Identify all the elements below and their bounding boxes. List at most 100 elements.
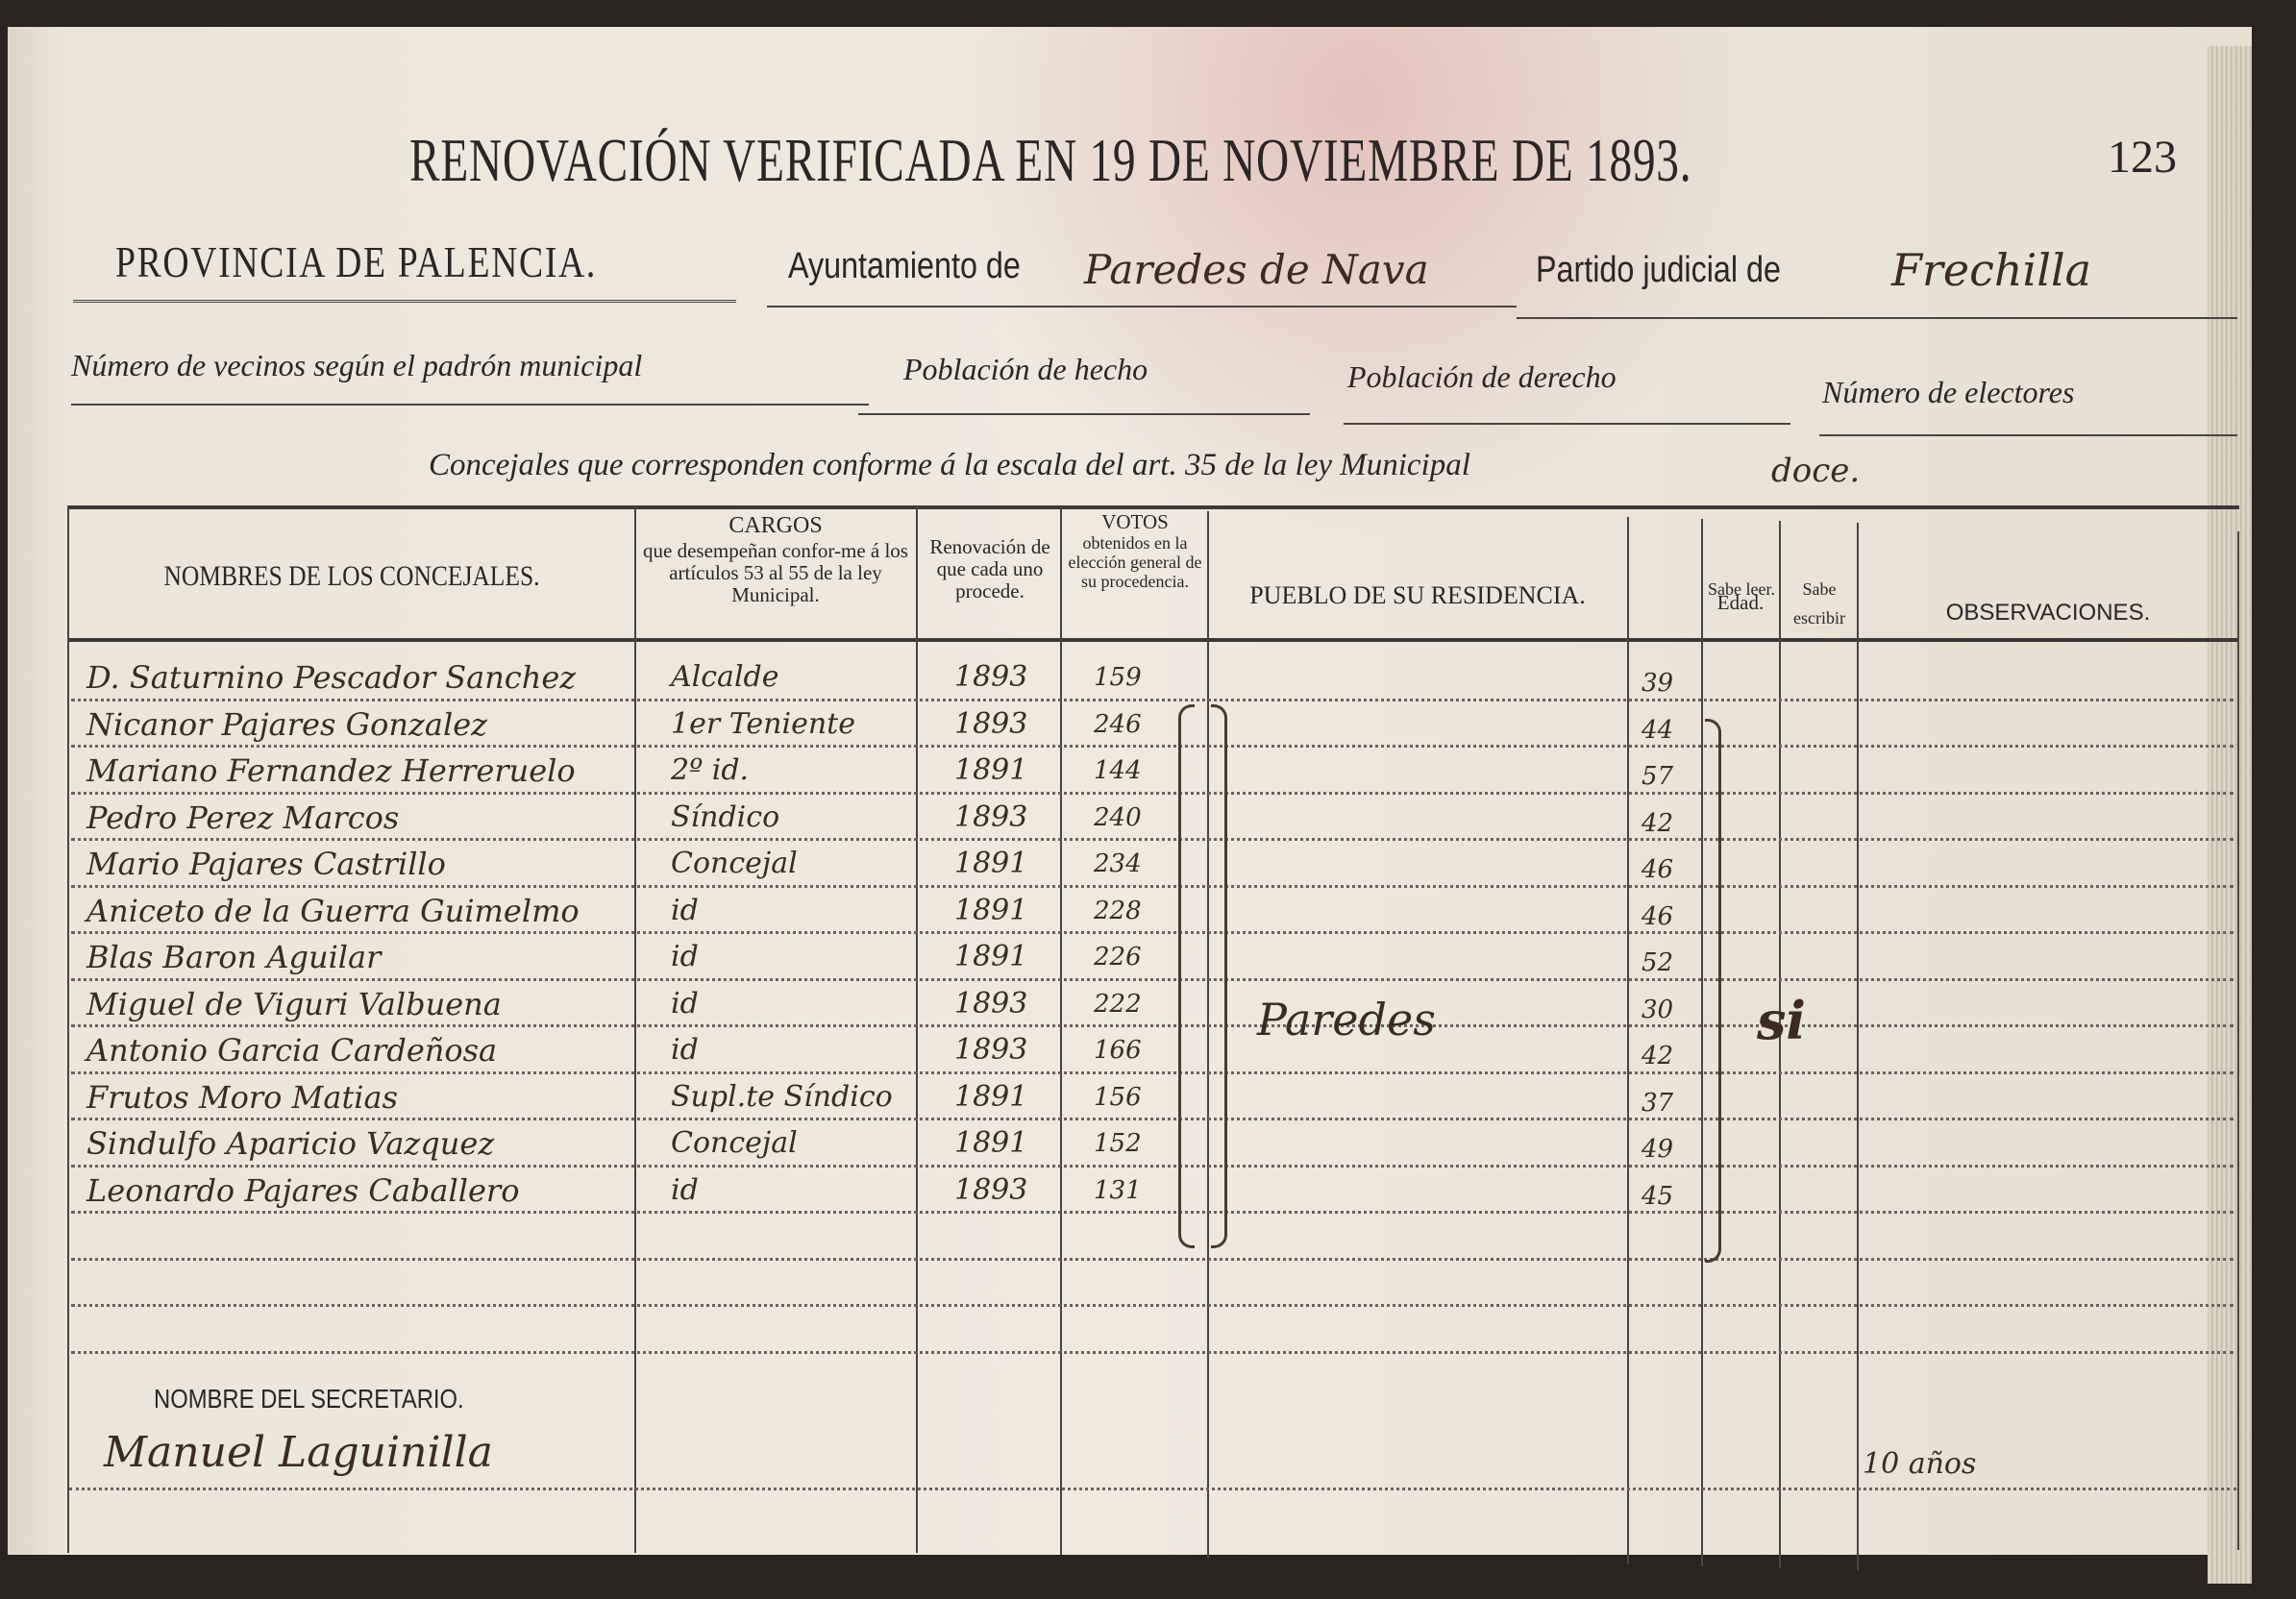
brace-votos [1178, 704, 1195, 1248]
observacion-secretario: 10 años [1863, 1447, 1977, 1481]
row-votos: 159 [1094, 663, 1142, 692]
row-nombre: Mario Pajares Castrillo [86, 846, 446, 882]
row-dotted-line [71, 1211, 2234, 1214]
row-dotted-line [71, 745, 2234, 748]
document-title: RENOVACIÓN VERIFICADA EN 19 DE NOVIEMBRE… [409, 126, 1692, 194]
row-edad: 44 [1642, 715, 1674, 745]
electores-label: Número de electores [1822, 375, 2075, 409]
row-renovacion: 1891 [954, 893, 1028, 927]
row-renovacion: 1893 [954, 986, 1028, 1021]
row-dotted-line [71, 977, 2234, 981]
row-nombre: Nicanor Pajares Gonzalez [86, 705, 487, 743]
brace-pueblo [1211, 704, 1227, 1248]
row-nombre: Leonardo Pajares Caballero [86, 1171, 520, 1209]
hecho-label: Población de hecho [903, 352, 1148, 386]
concejales-value: doce. [1771, 452, 1861, 490]
row-dotted-line [71, 791, 2234, 795]
row-edad: 37 [1642, 1088, 1674, 1118]
row-dotted-line [71, 838, 2234, 841]
row-nombre: Antonio Garcia Cardeñosa [86, 1032, 498, 1069]
row-renovacion: 1891 [954, 940, 1028, 973]
row-dotted-line [71, 1024, 2234, 1027]
row-votos: 131 [1094, 1175, 1142, 1205]
book-page-edges [2208, 46, 2252, 1584]
secretario-label: NOMBRE DEL SECRETARIO. [154, 1384, 464, 1414]
row-votos: 222 [1094, 989, 1142, 1019]
row-edad: 46 [1642, 855, 1674, 884]
header-pueblo: PUEBLO DE SU RESIDENCIA. [1249, 581, 1586, 609]
row-edad: 52 [1642, 948, 1674, 977]
row-edad: 45 [1642, 1181, 1674, 1211]
row-cargo: id [671, 1033, 699, 1067]
ayuntamiento-value: Paredes de Nava [1084, 246, 1429, 293]
row-dotted-line [71, 1070, 2234, 1074]
header-observaciones: OBSERVACIONES. [1945, 600, 2151, 626]
row-cargo: Supl.te Síndico [671, 1079, 893, 1114]
row-edad: 57 [1642, 762, 1674, 791]
row-cargo: id [671, 1172, 699, 1207]
header-sabe-escribir: Sabe escribir [1793, 579, 1845, 627]
pueblo-value: Paredes [1257, 994, 1436, 1046]
brace-edad [1705, 719, 1721, 1263]
row-edad: 46 [1642, 901, 1674, 931]
row-renovacion: 1893 [954, 706, 1028, 741]
row-edad: 39 [1642, 669, 1674, 698]
header-sabe-leer: Sabe leer. [1708, 579, 1775, 599]
row-renovacion: 1891 [954, 1126, 1028, 1160]
row-cargo: id [671, 940, 699, 973]
row-votos: 152 [1094, 1129, 1142, 1158]
row-votos: 226 [1094, 943, 1142, 972]
row-cargo: 1er Teniente [671, 706, 855, 741]
row-renovacion: 1891 [954, 753, 1028, 787]
row-dotted-line [71, 1350, 2234, 1354]
row-edad: 42 [1642, 1042, 1674, 1070]
row-votos: 228 [1094, 896, 1142, 925]
vecinos-label: Número de vecinos según el padrón munici… [71, 348, 643, 382]
row-nombre: Pedro Perez Marcos [86, 799, 400, 836]
header-votos-sub: obtenidos en la elección general de su p… [1068, 533, 1202, 591]
row-dotted-line [71, 931, 2234, 934]
row-nombre: Blas Baron Aguilar [86, 939, 382, 975]
row-renovacion: 1893 [954, 660, 1028, 694]
header-cargos-sub: que desempeñan confor-me á los artículos… [643, 539, 908, 606]
row-cargo: Concejal [671, 847, 798, 880]
row-cargo: Alcalde [671, 660, 779, 694]
row-edad: 49 [1642, 1135, 1674, 1164]
row-votos: 240 [1094, 802, 1142, 832]
row-nombre: D. Saturnino Pescador Sanchez [86, 659, 577, 696]
row-edad: 30 [1642, 995, 1674, 1024]
row-cargo: Concejal [671, 1126, 798, 1160]
row-renovacion: 1893 [954, 800, 1028, 834]
row-nombre: Miguel de Viguri Valbuena [86, 985, 502, 1022]
page-number: 123 [2108, 132, 2177, 183]
row-votos: 246 [1094, 709, 1142, 739]
secretario-nombre: Manuel Laguinilla [104, 1428, 493, 1477]
row-dotted-line [71, 1257, 2234, 1261]
row-dotted-line [71, 1304, 2234, 1307]
row-cargo: Síndico [671, 800, 780, 834]
row-renovacion: 1893 [954, 1172, 1028, 1207]
row-cargo: id [671, 986, 699, 1021]
row-nombre: Mariano Fernandez Herreruelo [86, 752, 576, 789]
row-dotted-line [71, 1164, 2234, 1168]
row-nombre: Frutos Moro Matias [86, 1078, 399, 1116]
ayuntamiento-label: Ayuntamiento de [788, 246, 1021, 286]
partido-value: Frechilla [1891, 244, 2092, 296]
row-renovacion: 1891 [954, 847, 1028, 880]
row-nombre: Aniceto de la Guerra Guimelmo [86, 892, 580, 929]
row-renovacion: 1893 [954, 1033, 1028, 1067]
row-votos: 156 [1094, 1082, 1142, 1112]
document-page: RENOVACIÓN VERIFICADA EN 19 DE NOVIEMBRE… [8, 27, 2252, 1584]
concejales-text: Concejales que corresponden conforme á l… [429, 448, 1470, 482]
row-edad: 42 [1642, 808, 1674, 838]
provincia-label: PROVINCIA DE PALENCIA. [115, 237, 597, 286]
header-edad: Edad. [1716, 591, 1765, 614]
header-renovacion: Renovación de que cada uno procede. [929, 535, 1050, 603]
derecho-label: Población de derecho [1347, 359, 1617, 394]
row-nombre: Sindulfo Aparicio Vazquez [86, 1125, 495, 1162]
header-nombres: NOMBRES DE LOS CONCEJALES. [163, 560, 540, 592]
header-votos-title: VOTOS [1101, 510, 1169, 533]
row-votos: 234 [1094, 849, 1142, 878]
row-cargo: id [671, 893, 699, 927]
row-votos: 144 [1094, 756, 1142, 785]
